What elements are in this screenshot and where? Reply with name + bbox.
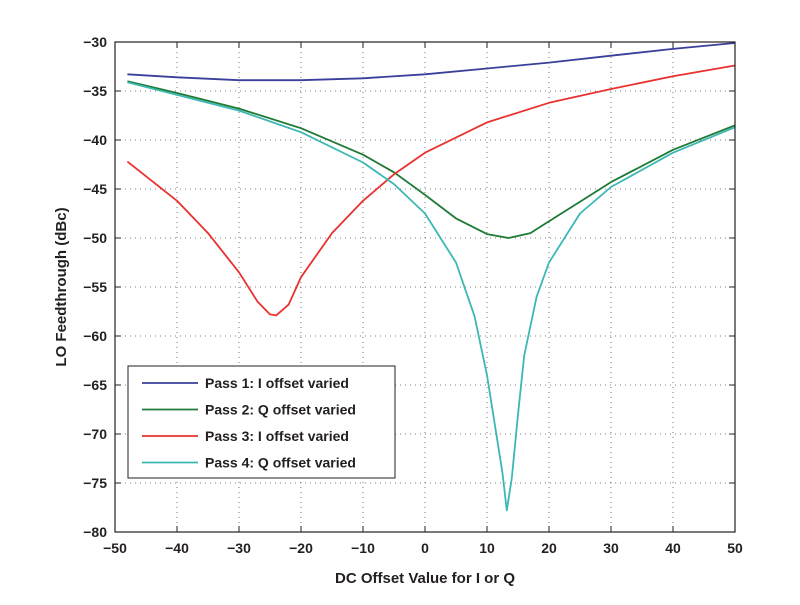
y-tick-label: −35	[83, 83, 107, 99]
plot-frame	[114, 41, 736, 533]
x-axis-label: DC Offset Value for I or Q	[335, 570, 515, 587]
x-tick-label: −50	[103, 540, 127, 556]
legend-box	[127, 365, 396, 479]
legend-label: Pass 3: I offset varied	[205, 428, 349, 444]
y-tick-label: −70	[83, 426, 107, 442]
y-tick-label: −65	[83, 377, 107, 393]
ticks: −50 −40 −30 −20 −10 0 10 20 30 40 50 −30 −35 −40 −45 −5…	[83, 34, 743, 556]
legend-label: Pass 4: Q offset varied	[205, 455, 356, 471]
legend: Pass 1: I offset varied Pass 2: Q offset …	[127, 365, 396, 479]
legend-label: Pass 2: Q offset varied	[205, 402, 356, 418]
x-tick-label: 50	[727, 540, 743, 556]
series-line-pass-1	[127, 42, 736, 82]
series-line-pass-3	[126, 64, 736, 317]
grid	[115, 42, 735, 532]
series-lines	[126, 42, 736, 512]
y-tick-label: −55	[83, 279, 107, 295]
series-line-pass-4	[127, 81, 736, 512]
x-tick-label: −30	[227, 540, 251, 556]
y-tick-label: −60	[83, 328, 107, 344]
y-axis-label: LO Feedthrough (dBc)	[53, 207, 70, 366]
y-tick-label: −30	[83, 34, 107, 50]
x-tick-label: 10	[479, 540, 495, 556]
y-tick-label: −80	[83, 524, 107, 540]
x-tick-label: −20	[289, 540, 313, 556]
y-tick-label: −45	[83, 181, 107, 197]
x-tick-label: −10	[351, 540, 375, 556]
x-tick-label: 30	[603, 540, 619, 556]
y-tick-label: −50	[83, 230, 107, 246]
series-line-pass-2	[127, 80, 736, 239]
x-tick-label: −40	[165, 540, 189, 556]
x-tick-label: 20	[541, 540, 557, 556]
y-tick-label: −40	[83, 132, 107, 148]
legend-label: Pass 1: I offset varied	[205, 375, 349, 391]
x-tick-label: 0	[421, 540, 429, 556]
y-tick-label: −75	[83, 475, 107, 491]
x-tick-label: 40	[665, 540, 681, 556]
